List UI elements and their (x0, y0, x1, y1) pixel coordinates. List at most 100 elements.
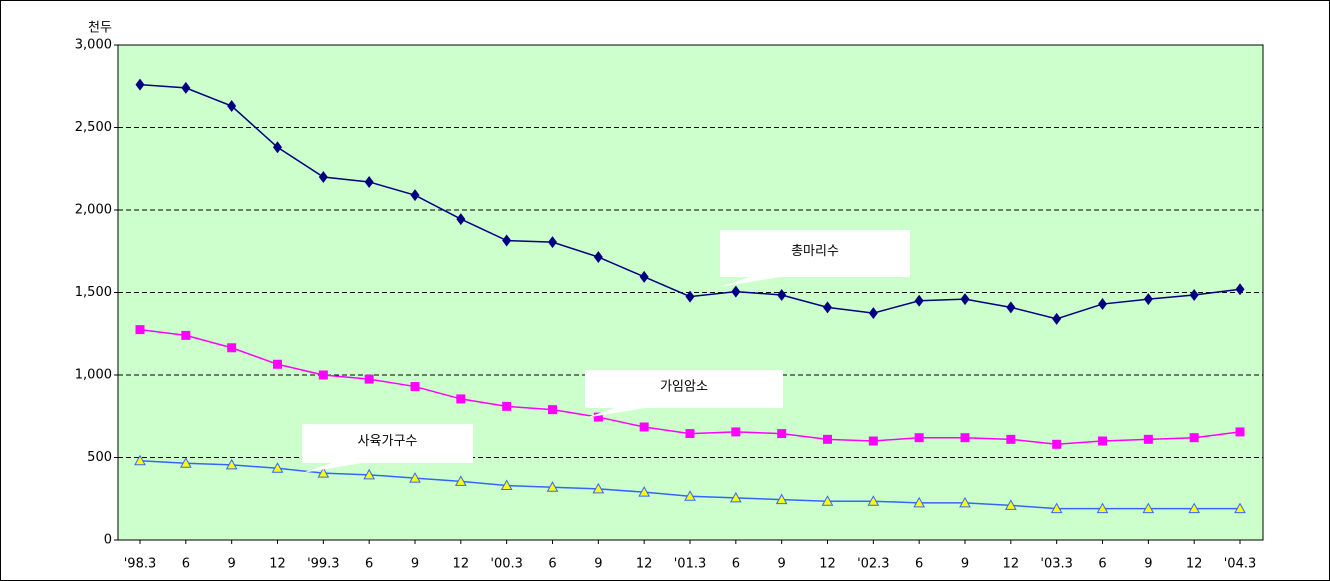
x-tick-label: 6 (365, 557, 373, 572)
marker (273, 141, 282, 154)
marker (913, 496, 926, 508)
y-tick-label: 500 (87, 450, 112, 465)
marker (1189, 288, 1199, 301)
marker (731, 285, 741, 298)
marker (592, 482, 605, 494)
marker (868, 307, 878, 320)
marker (318, 171, 328, 183)
x-tick-label: '03.3 (1040, 557, 1073, 572)
x-tick-label: 9 (228, 557, 236, 572)
marker (1234, 502, 1246, 514)
series-label: 사육가구수 (358, 434, 418, 449)
marker (502, 234, 512, 247)
marker (1098, 298, 1107, 311)
marker (593, 251, 603, 264)
marker (364, 175, 374, 188)
x-tick-label: 9 (594, 557, 602, 572)
marker (548, 236, 557, 249)
y-tick-label: 0 (104, 533, 112, 548)
marker (363, 468, 376, 480)
marker (960, 293, 970, 306)
marker (317, 467, 330, 478)
marker (823, 301, 832, 314)
x-tick-label: '04.3 (1224, 557, 1257, 572)
x-tick-label: 12 (636, 557, 653, 572)
marker (1096, 502, 1109, 514)
marker (1235, 283, 1245, 296)
x-tick-label: 9 (411, 557, 419, 572)
x-tick-label: '98.3 (124, 557, 157, 572)
y-tick-label: 1,500 (75, 285, 112, 300)
marker (1098, 436, 1107, 446)
marker (1006, 301, 1016, 314)
x-tick-label: 12 (1003, 557, 1020, 572)
marker (227, 100, 237, 113)
marker (364, 374, 374, 384)
marker (777, 288, 787, 301)
x-tick-label: 12 (269, 557, 286, 572)
marker (181, 330, 191, 340)
marker (410, 189, 420, 202)
marker (685, 429, 695, 439)
y-tick-label: 2,000 (75, 203, 112, 218)
marker (179, 457, 192, 468)
marker (914, 294, 924, 307)
callout-box (720, 230, 910, 287)
marker (181, 81, 191, 94)
x-tick-label: 9 (961, 557, 969, 572)
marker (821, 495, 834, 506)
marker (1006, 434, 1016, 444)
marker (1143, 434, 1153, 444)
marker (731, 427, 741, 437)
marker (823, 434, 832, 444)
marker (135, 325, 145, 335)
marker (1189, 433, 1199, 443)
marker (1050, 502, 1063, 514)
marker (685, 290, 695, 303)
x-tick-label: 12 (1186, 557, 1203, 572)
x-tick-label: 9 (778, 557, 786, 572)
marker (639, 270, 649, 283)
marker (639, 422, 649, 432)
marker (456, 213, 466, 226)
y-tick-label: 2,500 (75, 120, 112, 135)
marker (273, 359, 282, 369)
marker (225, 458, 238, 470)
marker (960, 433, 970, 443)
x-tick-label: '99.3 (307, 557, 340, 572)
marker (410, 382, 420, 392)
marker (1188, 502, 1201, 514)
marker (638, 486, 651, 497)
marker (914, 433, 924, 443)
y-tick-label: 1,000 (75, 368, 112, 383)
marker (777, 429, 787, 439)
marker (227, 343, 237, 353)
marker (454, 475, 467, 486)
marker (409, 472, 421, 483)
marker (500, 479, 513, 491)
x-tick-label: '01.3 (674, 557, 707, 572)
x-tick-label: 6 (182, 557, 190, 572)
y-tick-label: 3,000 (75, 38, 112, 53)
marker (1052, 439, 1062, 449)
x-tick-label: 12 (819, 557, 836, 572)
marker (502, 401, 512, 411)
x-tick-label: 6 (548, 557, 556, 572)
callout-box (585, 370, 783, 418)
marker (1052, 312, 1062, 325)
x-tick-label: 6 (732, 557, 740, 572)
x-tick-label: 6 (1098, 557, 1106, 572)
marker (775, 493, 788, 505)
series-label: 가임암소 (660, 380, 708, 395)
x-tick-label: '02.3 (857, 557, 890, 572)
x-tick-label: 9 (1144, 557, 1152, 572)
marker (684, 490, 696, 501)
marker (134, 454, 146, 466)
marker (548, 405, 557, 415)
marker (456, 394, 466, 404)
x-tick-label: '00.3 (490, 557, 523, 572)
x-tick-label: 12 (453, 557, 470, 572)
marker (1142, 502, 1155, 514)
callout-box (302, 424, 473, 473)
